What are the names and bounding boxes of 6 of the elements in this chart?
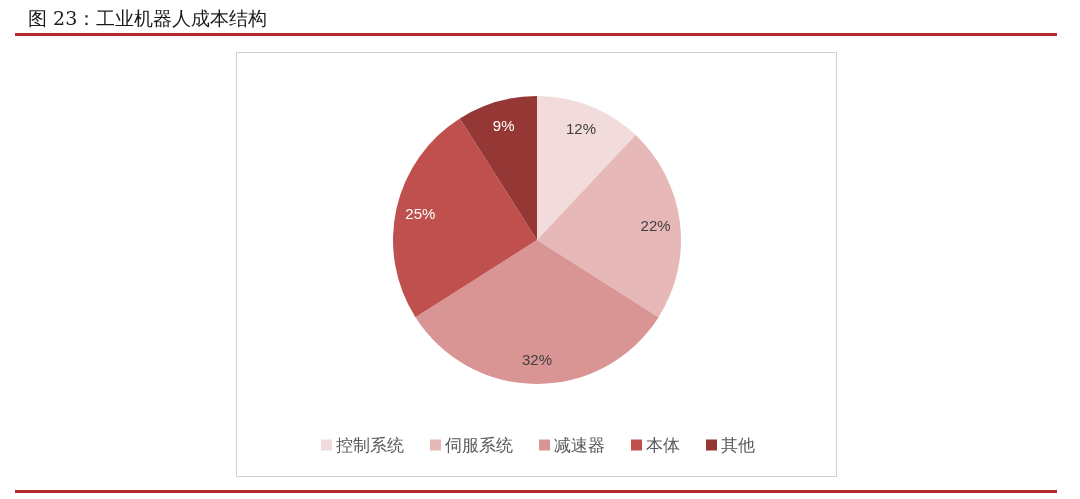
legend-label: 本体 (646, 435, 680, 455)
legend-label: 其他 (721, 435, 755, 455)
legend-label: 控制系统 (336, 435, 404, 455)
legend-label: 减速器 (554, 435, 605, 455)
title: 图 23：工业机器人成本结构 (28, 7, 268, 29)
legend-label: 伺服系统 (445, 435, 513, 455)
